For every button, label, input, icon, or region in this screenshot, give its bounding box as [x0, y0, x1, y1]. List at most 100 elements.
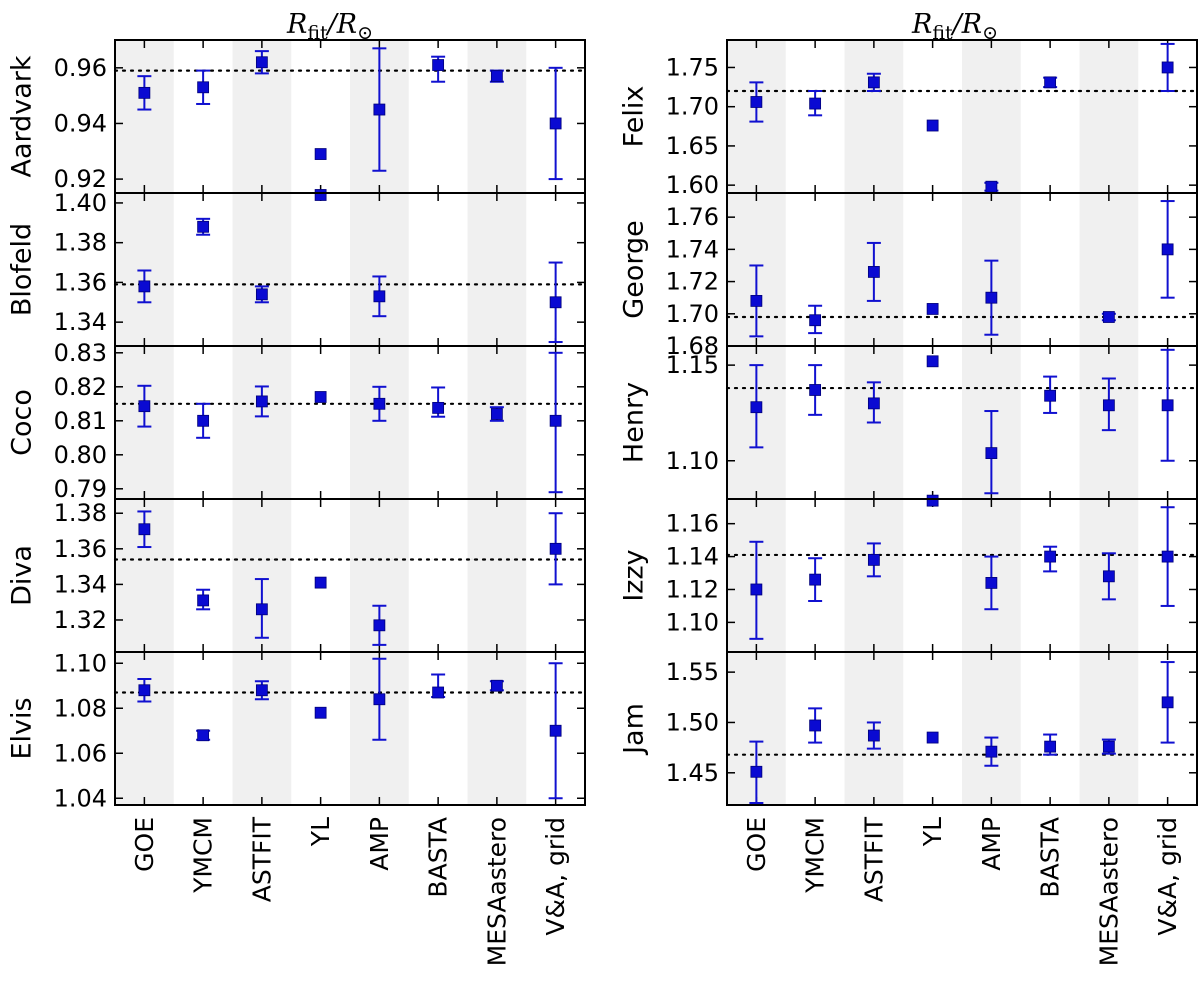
y-tick-label: 1.72 — [666, 268, 719, 296]
marker-astfit — [255, 684, 268, 697]
panel-felix: 1.60 1.65 1.70 1.75 Felix — [619, 39, 1199, 199]
shaded-column — [1079, 652, 1139, 805]
marker-amp — [985, 745, 998, 758]
y-tick-label: 1.70 — [666, 93, 719, 121]
category-label-goe: GOE — [130, 817, 159, 872]
shaded-column — [467, 652, 527, 805]
shaded-column — [844, 40, 904, 193]
y-tick-label: 1.08 — [54, 694, 107, 722]
marker-astfit — [255, 56, 268, 69]
marker-basta — [1044, 740, 1057, 753]
marker-vanda-grid — [1161, 399, 1174, 412]
y-tick-label: 1.68 — [666, 332, 719, 360]
y-tick-label: 1.34 — [54, 308, 107, 336]
y-tick-label: 1.32 — [54, 606, 107, 634]
panel-label-izzy: Izzy — [619, 549, 650, 601]
y-tick-label: 1.36 — [54, 535, 107, 563]
y-tick-label: 1.65 — [666, 132, 719, 160]
marker-mesaastero — [1102, 399, 1115, 412]
panels: 0.92 0.94 0.96 Aardvark 1.34 1.36 1.38 1.40 Blof… — [7, 39, 1199, 966]
y-tick-label: 1.06 — [54, 739, 107, 767]
y-tick-label: 0.92 — [54, 165, 107, 193]
category-label-basta: BASTA — [1036, 817, 1065, 898]
y-tick-label: 0.83 — [54, 339, 107, 367]
marker-amp — [373, 693, 386, 706]
panel-izzy: 1.10 1.12 1.14 1.16 Izzy — [619, 494, 1199, 653]
marker-astfit — [255, 395, 268, 408]
marker-amp — [985, 447, 998, 460]
marker-ymcm — [809, 719, 822, 732]
y-tick-label: 1.50 — [666, 708, 719, 736]
panel-label-jam: Jam — [619, 703, 650, 756]
marker-goe — [138, 523, 151, 536]
y-tick-label: 0.80 — [54, 441, 107, 469]
panel-label-felix: Felix — [619, 86, 650, 148]
panel-aardvark: 0.92 0.94 0.96 Aardvark — [7, 39, 587, 194]
marker-mesaastero — [490, 408, 503, 420]
y-tick-label: 1.45 — [666, 759, 719, 787]
marker-astfit — [867, 397, 880, 410]
y-tick-label: 1.40 — [54, 189, 107, 217]
marker-mesaastero — [1102, 311, 1115, 323]
marker-vanda-grid — [549, 724, 562, 737]
y-tick-label: 1.14 — [666, 543, 719, 571]
category-label-amp: AMP — [365, 817, 394, 871]
y-tick-label: 0.81 — [54, 407, 107, 435]
marker-vanda-grid — [549, 542, 562, 555]
marker-vanda-grid — [1161, 550, 1174, 563]
marker-amp — [373, 290, 386, 303]
marker-vanda-grid — [549, 414, 562, 427]
marker-ymcm — [809, 314, 822, 327]
category-label-yl: YL — [306, 817, 335, 847]
marker-yl — [314, 189, 327, 201]
marker-vanda-grid — [1161, 61, 1174, 74]
marker-amp — [985, 180, 998, 193]
marker-goe — [750, 96, 763, 108]
marker-astfit — [867, 729, 880, 742]
marker-goe — [750, 401, 763, 414]
y-tick-label: 1.76 — [666, 203, 719, 231]
column-title-right: Rfit/R⊙ — [911, 9, 998, 44]
shaded-column — [115, 652, 174, 805]
y-tick-label: 1.10 — [666, 447, 719, 475]
panel-george: 1.68 1.70 1.72 1.74 1.76 George — [619, 192, 1199, 360]
category-label-ymcm: YMCM — [189, 817, 218, 894]
marker-vanda-grid — [1161, 243, 1174, 256]
marker-basta — [1044, 550, 1057, 563]
category-label-vanda-grid: V&A, grid — [541, 817, 570, 936]
shaded-column — [115, 40, 174, 193]
marker-ymcm — [197, 729, 210, 742]
panel-coco: 0.79 0.80 0.81 0.82 0.83 Coco — [7, 339, 587, 503]
marker-basta — [1044, 76, 1057, 89]
shaded-column — [1079, 193, 1139, 346]
y-tick-label: 1.34 — [54, 570, 107, 598]
panel-frame — [726, 651, 1198, 806]
shaded-column — [232, 193, 292, 346]
shaded-column — [350, 193, 409, 346]
marker-amp — [373, 103, 386, 116]
y-tick-label: 1.12 — [666, 575, 719, 603]
shaded-column — [467, 193, 527, 346]
marker-ymcm — [809, 573, 822, 586]
marker-yl — [926, 731, 939, 744]
shaded-column — [1079, 40, 1139, 193]
y-tick-label: 0.79 — [54, 475, 107, 503]
marker-mesaastero — [1102, 570, 1115, 583]
panel-label-diva: Diva — [7, 545, 38, 606]
y-tick-label: 0.82 — [54, 373, 107, 401]
category-label-amp: AMP — [977, 817, 1006, 871]
shaded-column — [467, 499, 527, 652]
marker-goe — [750, 583, 763, 596]
y-tick-label: 1.10 — [666, 608, 719, 636]
category-label-ymcm: YMCM — [801, 817, 830, 894]
y-tick-label: 1.75 — [666, 53, 719, 81]
panel-label-aardvark: Aardvark — [7, 55, 38, 177]
marker-amp — [373, 397, 386, 410]
shaded-column — [962, 40, 1021, 193]
y-tick-label: 1.15 — [666, 351, 719, 379]
category-label-vanda-grid: V&A, grid — [1153, 817, 1182, 936]
marker-basta — [1044, 389, 1057, 402]
category-label-mesaastero: MESAastero — [1094, 817, 1123, 966]
marker-yl — [926, 119, 939, 132]
column-title-left: Rfit/R⊙ — [286, 9, 373, 44]
